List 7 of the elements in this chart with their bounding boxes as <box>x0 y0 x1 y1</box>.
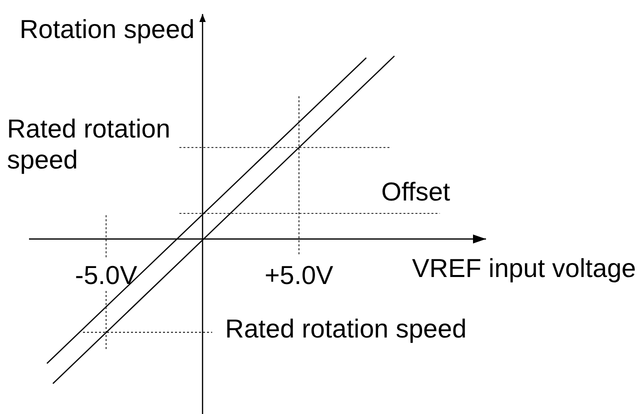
x-tick-label: -5.0V <box>75 260 138 290</box>
y-axis-title: Rotation speed <box>20 14 195 44</box>
x-axis-title: VREF input voltage <box>412 253 636 283</box>
ref-line-label: Rated rotation speed <box>225 313 467 344</box>
ref-line-label: Rated rotation speed <box>7 114 170 174</box>
x-tick-label: +5.0V <box>264 260 334 290</box>
ref-line-label: Offset <box>381 176 451 206</box>
